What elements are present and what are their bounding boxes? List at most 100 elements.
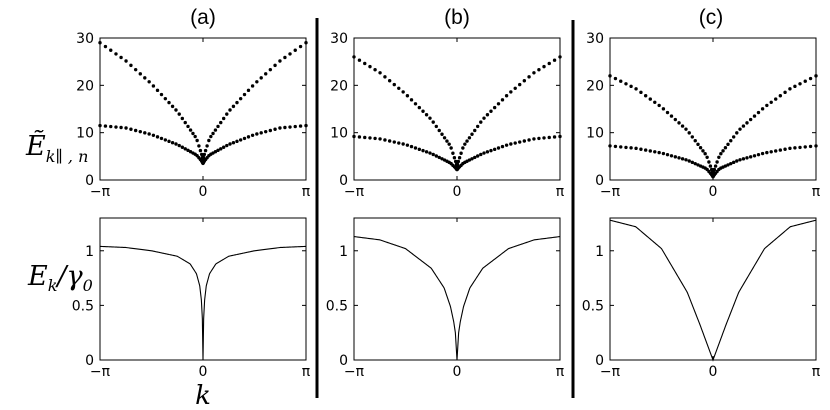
y-tick-label: 10 xyxy=(330,126,348,142)
data-point xyxy=(713,164,718,168)
data-point xyxy=(138,72,142,76)
data-point xyxy=(114,125,118,129)
data-point xyxy=(211,131,215,136)
data-point xyxy=(558,55,562,59)
data-point xyxy=(731,135,736,139)
data-point xyxy=(643,94,648,98)
data-point xyxy=(434,124,439,129)
data-point xyxy=(634,87,638,91)
data-point xyxy=(383,75,387,79)
data-point xyxy=(808,76,813,81)
data-point xyxy=(283,55,287,60)
data-point xyxy=(368,136,372,140)
data-point xyxy=(788,146,792,151)
data-point xyxy=(442,136,447,140)
data-point xyxy=(103,44,108,49)
x-tick-label: 0 xyxy=(199,184,208,200)
data-point xyxy=(250,133,255,137)
data-point xyxy=(619,145,623,149)
data-point xyxy=(186,148,190,153)
y-tick-label: 30 xyxy=(586,31,604,47)
data-point xyxy=(197,144,201,148)
data-point xyxy=(715,160,719,164)
data-point xyxy=(467,158,472,162)
bottom-ylabel-sub: k xyxy=(48,276,58,295)
data-point xyxy=(693,139,697,143)
data-point xyxy=(119,125,123,130)
data-point xyxy=(401,142,405,146)
data-point xyxy=(765,150,769,155)
bottom-ylabel-suffix-sub: 0 xyxy=(83,276,93,295)
y-tick-label: 30 xyxy=(330,31,348,47)
data-point xyxy=(180,116,185,121)
data-point xyxy=(264,72,268,76)
data-point xyxy=(163,96,168,101)
data-point xyxy=(774,149,778,153)
data-point xyxy=(357,58,362,62)
y-tick-label: 0 xyxy=(339,353,348,369)
plot-frame xyxy=(609,217,817,361)
data-point xyxy=(288,52,292,56)
data-point xyxy=(814,74,818,78)
data-point xyxy=(803,145,807,149)
data-point xyxy=(717,155,721,159)
y-tick-label: 0 xyxy=(85,353,94,369)
data-point xyxy=(741,157,746,161)
bottom-ylabel-main: E xyxy=(27,261,48,292)
data-point xyxy=(475,124,480,129)
data-point xyxy=(293,124,297,129)
y-tick-label: 20 xyxy=(330,78,348,94)
bottom-ylabel-suffix: /γ xyxy=(54,261,83,292)
y-tick-label: 1 xyxy=(85,244,94,260)
x-tick-label: π xyxy=(302,184,311,200)
data-point xyxy=(437,128,441,133)
data-point xyxy=(461,146,465,150)
data-point xyxy=(268,67,273,72)
data-point xyxy=(293,48,297,52)
data-point xyxy=(431,120,435,124)
data-point xyxy=(228,108,232,112)
data-point xyxy=(183,147,187,151)
data-point xyxy=(273,63,277,68)
data-point xyxy=(496,146,501,150)
data-point xyxy=(735,131,739,135)
data-point xyxy=(180,145,185,149)
data-point xyxy=(760,107,765,111)
data-point xyxy=(479,120,483,124)
data-point xyxy=(470,132,474,136)
data-point xyxy=(273,127,277,131)
data-point xyxy=(793,146,797,150)
data-point xyxy=(542,136,546,140)
data-point xyxy=(661,151,666,156)
data-point xyxy=(219,120,223,125)
data-point xyxy=(788,87,792,91)
data-point xyxy=(221,116,226,121)
data-point xyxy=(392,140,396,144)
data-point xyxy=(726,142,730,147)
data-point xyxy=(537,136,541,141)
data-point xyxy=(696,163,700,167)
y-tick-label: 0 xyxy=(339,173,348,189)
data-point xyxy=(109,48,113,52)
data-point xyxy=(193,134,197,139)
data-point xyxy=(424,113,429,117)
data-point xyxy=(205,144,209,148)
data-point xyxy=(147,132,151,136)
data-point xyxy=(723,164,728,168)
data-point xyxy=(387,79,392,83)
data-point xyxy=(242,92,247,97)
x-tick-label: π xyxy=(812,184,821,200)
data-point xyxy=(504,94,509,98)
data-point xyxy=(537,68,541,72)
data-point xyxy=(803,79,807,83)
data-point xyxy=(690,160,695,165)
data-point xyxy=(756,110,761,115)
data-point xyxy=(357,135,362,139)
data-point xyxy=(246,88,251,93)
data-point xyxy=(235,100,239,105)
data-point xyxy=(213,128,218,132)
data-point xyxy=(231,140,236,145)
data-point xyxy=(708,164,713,168)
data-point xyxy=(629,84,633,89)
